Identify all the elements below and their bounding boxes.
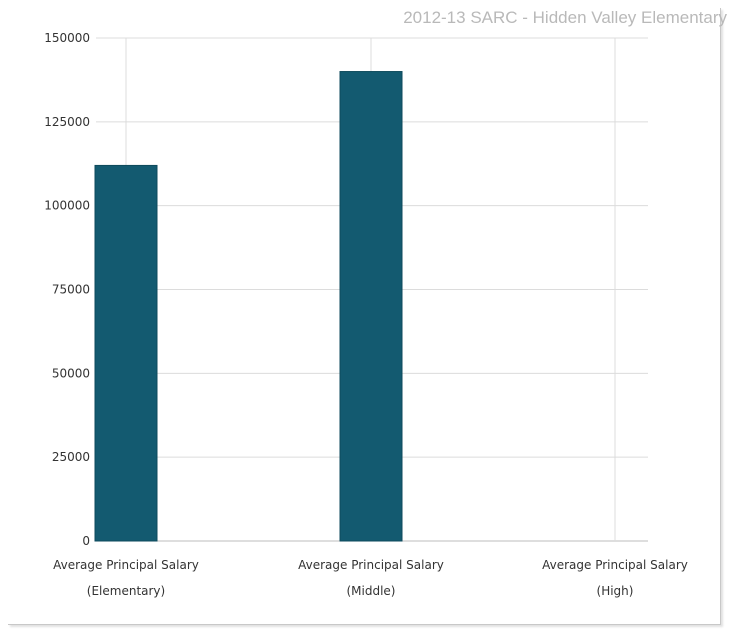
bar <box>339 71 403 542</box>
y-tick-label: 25000 <box>52 450 90 464</box>
y-tick-label: 100000 <box>44 199 90 213</box>
bar <box>94 164 158 542</box>
y-axis-ticks: 0 25000 50000 75000 100000 125000 150000 <box>44 31 90 548</box>
x-tick-label: (Elementary) <box>87 584 165 598</box>
bars <box>94 71 403 542</box>
y-tick-label: 0 <box>82 534 90 548</box>
x-tick-label: Average Principal Salary <box>53 558 199 572</box>
x-tick-label: Average Principal Salary <box>298 558 444 572</box>
x-tick-label: (Middle) <box>346 584 395 598</box>
y-tick-label: 50000 <box>52 366 90 380</box>
y-tick-label: 150000 <box>44 31 90 45</box>
x-tick-label: (High) <box>597 584 634 598</box>
y-tick-label: 75000 <box>52 283 90 297</box>
y-tick-label: 125000 <box>44 115 90 129</box>
x-axis-labels: Average Principal Salary (Elementary) Aver… <box>53 558 688 598</box>
x-tick-label: Average Principal Salary <box>542 558 688 572</box>
chart-title: 2012-13 SARC - Hidden Valley Elementary <box>403 8 727 27</box>
